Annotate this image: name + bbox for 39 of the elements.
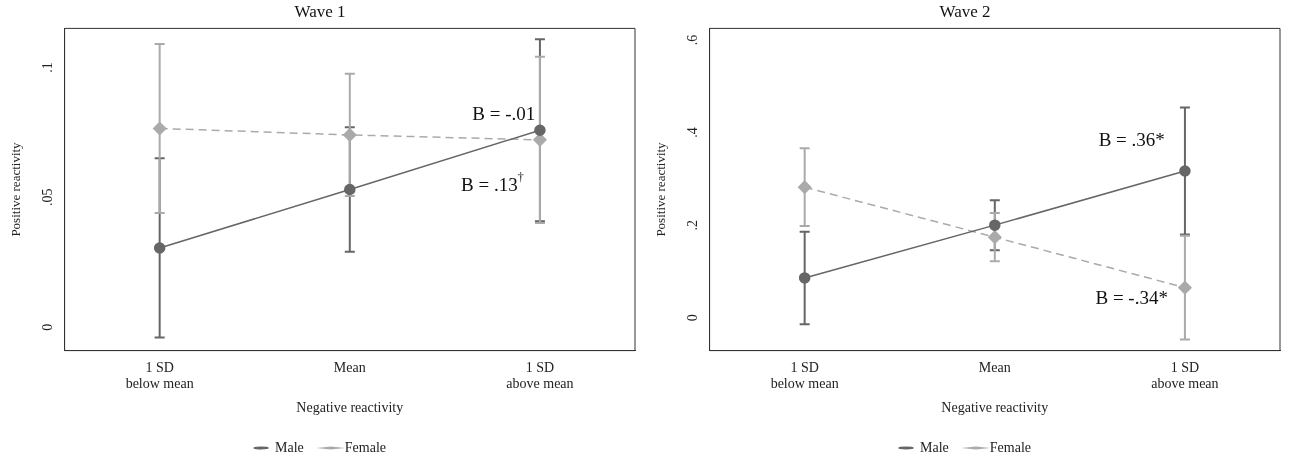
point bbox=[533, 133, 547, 147]
x-tick-label: Mean bbox=[978, 359, 1011, 375]
annotation: B = -.01 bbox=[472, 103, 536, 125]
annotation: B = .36* bbox=[1098, 129, 1165, 151]
point bbox=[534, 124, 546, 137]
y-tick-label: .4 bbox=[685, 127, 701, 138]
y-axis-title: Positive reactivity bbox=[653, 141, 669, 237]
y-tick-label: .1 bbox=[40, 62, 56, 73]
y-axis-title: Positive reactivity bbox=[8, 141, 24, 237]
x-tick-label: 1 SD above mean bbox=[506, 359, 574, 392]
annotation: B = .13† bbox=[461, 170, 524, 196]
legend-label: Male bbox=[275, 439, 304, 455]
x-tick-label: 1 SD below mean bbox=[770, 359, 839, 392]
y-tick-label: .2 bbox=[685, 219, 701, 231]
annotation: B = -.34* bbox=[1095, 287, 1168, 309]
x-tick-label: 1 SD above mean bbox=[1151, 359, 1219, 392]
point bbox=[153, 242, 166, 254]
point bbox=[798, 272, 811, 284]
x-tick-label: Mean bbox=[333, 359, 366, 375]
legend-label: Female bbox=[344, 439, 386, 455]
x-tick-label: 1 SD below mean bbox=[125, 359, 194, 392]
y-tick-label: .05 bbox=[40, 188, 56, 207]
point bbox=[989, 219, 1001, 231]
y-tick-label: 0 bbox=[685, 314, 701, 322]
legend-label: Male bbox=[920, 439, 949, 455]
point bbox=[1178, 280, 1192, 295]
point bbox=[1179, 165, 1191, 177]
point bbox=[344, 183, 356, 196]
x-axis-title: Negative reactivity bbox=[296, 400, 404, 416]
chart-title: Wave 1 bbox=[294, 1, 346, 21]
point bbox=[343, 128, 357, 142]
y-tick-label: .6 bbox=[685, 34, 701, 46]
x-axis-title: Negative reactivity bbox=[941, 400, 1049, 416]
point bbox=[797, 180, 812, 194]
chart-title: Wave 2 bbox=[939, 1, 991, 21]
point bbox=[988, 230, 1002, 244]
legend-label: Female bbox=[989, 439, 1031, 455]
y-tick-label: 0 bbox=[40, 323, 56, 331]
point bbox=[152, 121, 167, 136]
